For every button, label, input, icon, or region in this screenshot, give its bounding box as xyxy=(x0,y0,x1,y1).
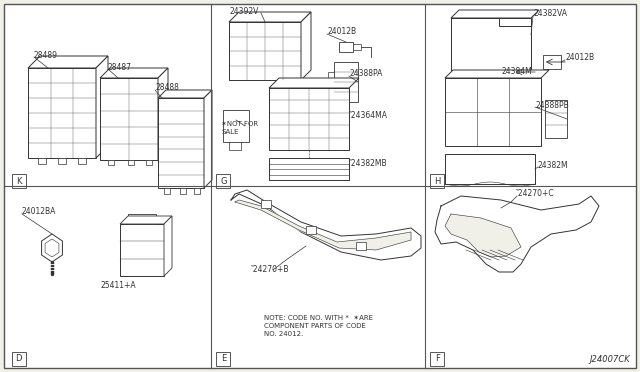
Bar xyxy=(28,68,96,158)
Bar xyxy=(229,142,241,150)
Bar xyxy=(128,160,134,165)
Bar xyxy=(356,242,366,250)
Text: 24382M: 24382M xyxy=(538,160,568,170)
Polygon shape xyxy=(100,68,168,78)
Text: ‶24364MA: ‶24364MA xyxy=(349,110,388,119)
Bar xyxy=(269,88,349,150)
Polygon shape xyxy=(120,216,172,224)
Text: 24384M: 24384M xyxy=(501,67,532,77)
Bar xyxy=(12,352,26,366)
Text: 28488: 28488 xyxy=(155,83,179,93)
Polygon shape xyxy=(28,56,108,68)
Bar xyxy=(128,214,156,224)
Text: 24012BA: 24012BA xyxy=(22,208,56,217)
Bar xyxy=(451,18,531,70)
Text: ‶24270+B: ‶24270+B xyxy=(251,266,289,275)
Bar xyxy=(146,160,152,165)
Text: 28487: 28487 xyxy=(108,62,132,71)
Polygon shape xyxy=(445,70,549,78)
Bar xyxy=(216,352,230,366)
Text: K: K xyxy=(16,177,21,186)
Polygon shape xyxy=(445,214,521,257)
Text: J24007CK: J24007CK xyxy=(589,356,630,365)
Text: D: D xyxy=(15,354,22,363)
Text: 25411+A: 25411+A xyxy=(100,282,136,291)
Polygon shape xyxy=(301,12,311,80)
Polygon shape xyxy=(158,90,212,98)
Bar xyxy=(194,188,200,194)
Polygon shape xyxy=(451,18,531,70)
Bar xyxy=(58,158,66,164)
Bar xyxy=(445,78,541,146)
Bar xyxy=(120,224,164,276)
Polygon shape xyxy=(235,200,411,250)
Text: H: H xyxy=(434,177,440,186)
Polygon shape xyxy=(269,78,359,88)
Polygon shape xyxy=(96,56,108,158)
Polygon shape xyxy=(435,196,599,272)
Bar xyxy=(261,200,271,208)
Text: 24388PA: 24388PA xyxy=(349,70,382,78)
Bar xyxy=(12,174,26,188)
Bar xyxy=(269,158,349,180)
Text: SALE: SALE xyxy=(221,129,239,135)
Bar xyxy=(430,174,444,188)
Polygon shape xyxy=(451,10,539,18)
Text: 24388PB: 24388PB xyxy=(535,100,569,109)
Text: NOTE: CODE NO. WITH *  ✶ARE
COMPONENT PARTS OF CODE
NO. 24012.: NOTE: CODE NO. WITH * ✶ARE COMPONENT PAR… xyxy=(264,314,372,337)
Polygon shape xyxy=(158,68,168,160)
Bar xyxy=(430,352,444,366)
Bar xyxy=(38,158,46,164)
Bar xyxy=(168,98,176,114)
Text: ✶NOT FOR: ✶NOT FOR xyxy=(221,121,258,127)
Text: 24392V: 24392V xyxy=(229,6,259,16)
Text: 24382VA: 24382VA xyxy=(533,10,567,19)
Bar xyxy=(216,174,230,188)
Polygon shape xyxy=(204,90,212,188)
Bar xyxy=(353,44,361,50)
Polygon shape xyxy=(164,216,172,276)
Polygon shape xyxy=(45,239,59,257)
Bar xyxy=(445,154,535,184)
Polygon shape xyxy=(229,12,311,22)
Bar xyxy=(229,22,301,80)
Bar xyxy=(339,42,353,52)
Text: F: F xyxy=(435,354,440,363)
Polygon shape xyxy=(42,234,62,262)
Bar xyxy=(545,100,567,138)
Polygon shape xyxy=(231,190,421,260)
Text: ‶24270+C: ‶24270+C xyxy=(516,189,555,199)
Bar xyxy=(543,55,561,69)
Bar xyxy=(334,62,358,102)
Text: 28489: 28489 xyxy=(34,51,58,60)
Text: G: G xyxy=(220,177,227,186)
Bar xyxy=(306,226,316,234)
Bar xyxy=(180,188,186,194)
Bar xyxy=(78,158,86,164)
Text: 24012B: 24012B xyxy=(327,28,356,36)
Bar xyxy=(223,110,249,142)
Bar xyxy=(158,98,204,188)
Text: E: E xyxy=(221,354,226,363)
Bar xyxy=(100,78,158,160)
Bar xyxy=(108,160,114,165)
Bar xyxy=(328,72,334,84)
Text: ‶24382MB: ‶24382MB xyxy=(349,158,388,167)
Bar xyxy=(164,188,170,194)
Text: 24012B: 24012B xyxy=(565,54,594,62)
